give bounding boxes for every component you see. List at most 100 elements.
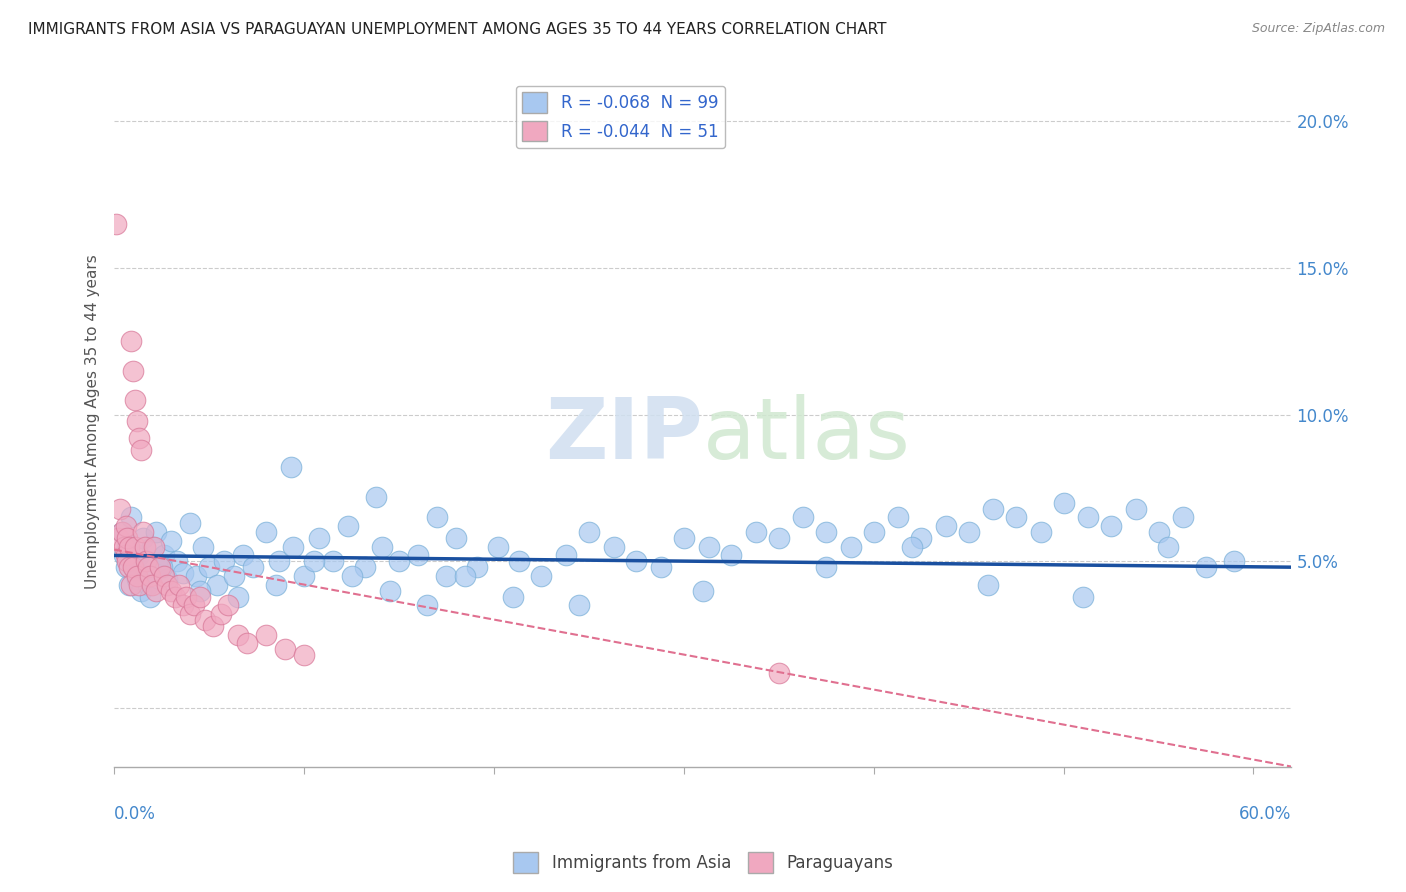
Point xyxy=(149,560,172,574)
Point xyxy=(166,554,188,568)
Point xyxy=(555,549,578,563)
Point xyxy=(254,627,277,641)
Point xyxy=(281,540,304,554)
Point xyxy=(117,531,139,545)
Point xyxy=(141,578,163,592)
Point xyxy=(1147,524,1170,539)
Point xyxy=(322,554,344,568)
Point xyxy=(308,531,330,545)
Point xyxy=(172,566,194,580)
Point xyxy=(720,549,742,563)
Point xyxy=(302,554,325,568)
Point xyxy=(188,590,211,604)
Point xyxy=(236,636,259,650)
Point xyxy=(125,569,148,583)
Text: 0.0%: 0.0% xyxy=(114,805,156,823)
Point xyxy=(768,665,790,680)
Point xyxy=(436,569,458,583)
Point xyxy=(1005,510,1028,524)
Point xyxy=(112,549,135,563)
Point xyxy=(486,540,509,554)
Point xyxy=(141,540,163,554)
Point xyxy=(194,613,217,627)
Point xyxy=(254,524,277,539)
Point xyxy=(650,560,672,574)
Point xyxy=(188,583,211,598)
Point xyxy=(122,560,145,574)
Point xyxy=(111,524,134,539)
Legend: R = -0.068  N = 99, R = -0.044  N = 51: R = -0.068 N = 99, R = -0.044 N = 51 xyxy=(516,86,725,148)
Point xyxy=(139,569,162,583)
Point xyxy=(122,554,145,568)
Point xyxy=(135,554,157,568)
Point xyxy=(209,607,232,621)
Point xyxy=(125,572,148,586)
Text: ZIP: ZIP xyxy=(546,394,703,477)
Point xyxy=(152,549,174,563)
Point xyxy=(935,519,957,533)
Legend: Immigrants from Asia, Paraguayans: Immigrants from Asia, Paraguayans xyxy=(506,846,900,880)
Point xyxy=(114,560,136,574)
Point xyxy=(120,334,142,349)
Point xyxy=(129,583,152,598)
Point xyxy=(1071,590,1094,604)
Point xyxy=(1099,519,1122,533)
Point xyxy=(264,578,287,592)
Point xyxy=(214,554,236,568)
Point xyxy=(145,524,167,539)
Point xyxy=(1052,496,1074,510)
Point xyxy=(1029,524,1052,539)
Point xyxy=(111,524,134,539)
Point xyxy=(160,533,183,548)
Point xyxy=(768,531,790,545)
Y-axis label: Unemployment Among Ages 35 to 44 years: Unemployment Among Ages 35 to 44 years xyxy=(86,254,100,590)
Point xyxy=(134,540,156,554)
Point xyxy=(156,572,179,586)
Text: 60.0%: 60.0% xyxy=(1239,805,1292,823)
Point xyxy=(697,540,720,554)
Point xyxy=(184,569,207,583)
Point xyxy=(112,540,135,554)
Point xyxy=(138,578,160,592)
Point xyxy=(145,583,167,598)
Point xyxy=(378,583,401,598)
Point xyxy=(150,560,173,574)
Point xyxy=(179,516,201,531)
Point xyxy=(1125,501,1147,516)
Point xyxy=(131,524,153,539)
Point xyxy=(139,590,162,604)
Point xyxy=(232,549,254,563)
Point xyxy=(198,560,221,574)
Point xyxy=(118,578,141,592)
Point xyxy=(183,599,205,613)
Point xyxy=(143,540,166,554)
Point xyxy=(167,578,190,592)
Point xyxy=(105,217,128,231)
Point xyxy=(114,519,136,533)
Point xyxy=(124,563,146,577)
Point xyxy=(454,569,477,583)
Point xyxy=(172,599,194,613)
Point xyxy=(226,627,249,641)
Point xyxy=(957,524,980,539)
Point xyxy=(179,607,201,621)
Point xyxy=(336,519,359,533)
Point xyxy=(366,490,388,504)
Point xyxy=(672,531,695,545)
Point xyxy=(371,540,394,554)
Point xyxy=(1157,540,1180,554)
Point xyxy=(118,540,141,554)
Point xyxy=(426,510,449,524)
Point xyxy=(976,578,998,592)
Point xyxy=(887,510,910,524)
Point xyxy=(910,531,932,545)
Point xyxy=(353,560,375,574)
Point xyxy=(745,524,768,539)
Point xyxy=(134,569,156,583)
Point xyxy=(120,578,142,592)
Point xyxy=(626,554,648,568)
Point xyxy=(578,524,600,539)
Point xyxy=(444,531,467,545)
Point xyxy=(388,554,411,568)
Point xyxy=(205,578,228,592)
